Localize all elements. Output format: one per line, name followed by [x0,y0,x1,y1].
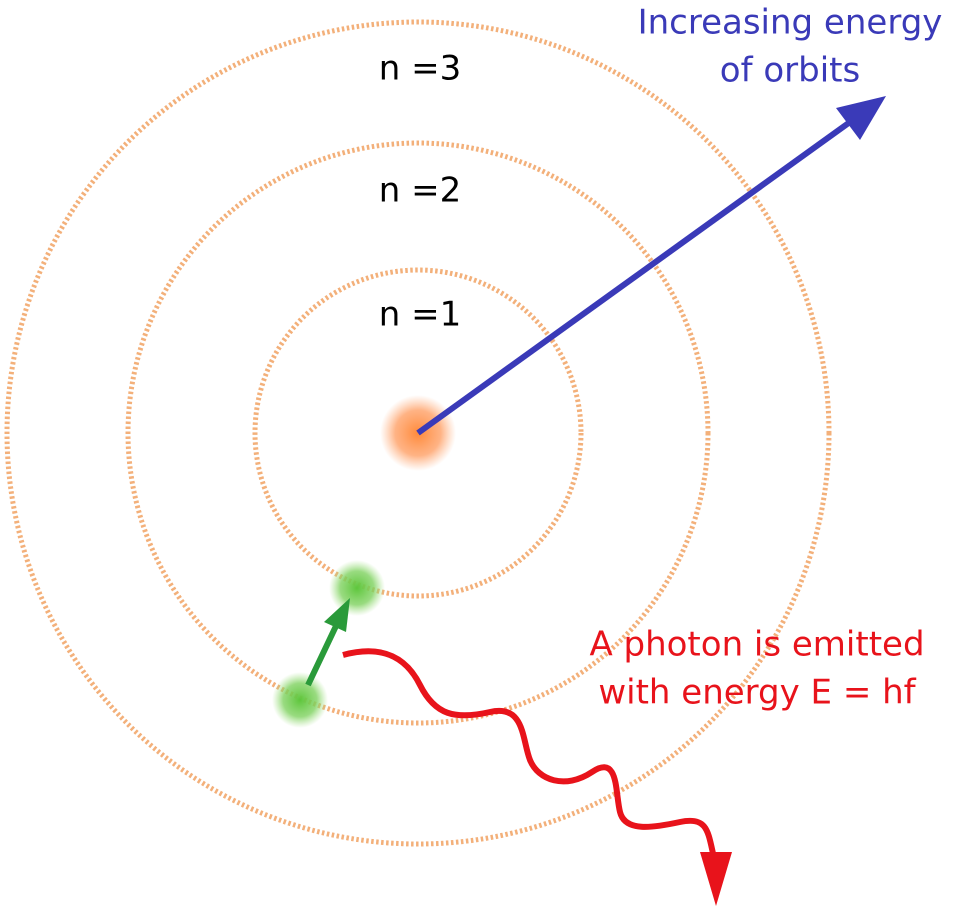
photon-wave [342,648,717,859]
electron-final [329,560,385,616]
transition-arrow [305,624,339,687]
orbit-1 [252,267,584,599]
energy-label: of orbits [720,51,860,91]
transition-arrowhead [324,598,350,632]
electron-initial [272,672,328,728]
energy-arrowhead [836,96,886,140]
energy-label: Increasing energy [638,3,943,43]
energy-arrow [416,119,852,436]
orbit-3 [4,19,832,847]
photon-arrowhead [700,852,732,906]
orbit-label: n =3 [379,49,461,89]
orbit-2 [125,140,711,726]
orbit-label: n =1 [379,295,461,335]
photon-label: A photon is emitted [589,625,924,665]
photon-label: with energy E = hf [598,673,916,713]
orbit-label: n =2 [379,171,461,211]
